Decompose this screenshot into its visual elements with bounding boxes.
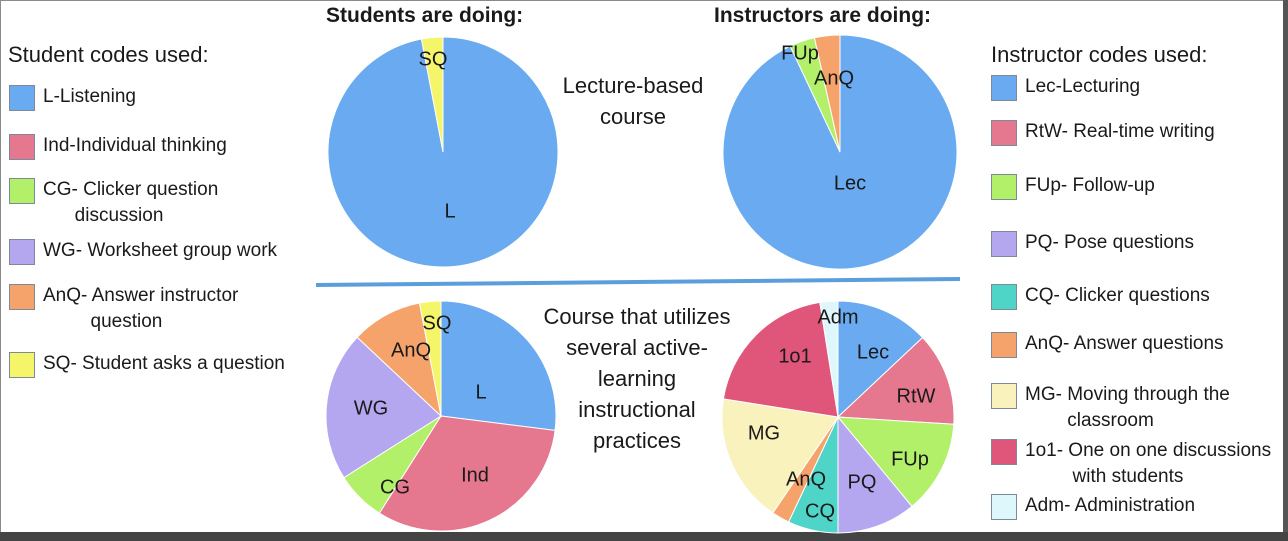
legend-label: WG- Worksheet group work <box>43 240 278 261</box>
pie-label-1o1: 1o1 <box>778 345 811 367</box>
pie-label-rtw: RtW <box>897 385 936 407</box>
legend-label: AnQ- Answer questions <box>1025 333 1224 354</box>
pie-slice-anq <box>813 34 841 153</box>
legend-item-pq: PQ- Pose questions <box>991 230 1194 257</box>
pie-label-lec: Lec <box>857 341 889 363</box>
legend-swatch <box>9 239 35 265</box>
legend-swatch <box>9 352 35 378</box>
pie-chart-4: Lec RtW FUp PQ CQ AnQ MG 1o1 Adm <box>721 300 955 534</box>
instructor-legend-title: Instructor codes used: <box>991 42 1208 67</box>
legend-swatch <box>991 439 1017 465</box>
legend-label: L-Listening <box>43 86 136 107</box>
pie-slice-fup <box>836 416 955 508</box>
active-learning-course-label: Course that utilizes several active- lea… <box>543 304 731 453</box>
legend-label: AnQ- Answer instructor question <box>43 285 239 332</box>
legend-swatch <box>9 134 35 160</box>
frame-shadow-right <box>1283 0 1288 541</box>
pie-label-fup: FUp <box>891 448 929 470</box>
legend-swatch <box>991 120 1017 146</box>
pie-label-pq: PQ <box>848 471 877 493</box>
legend-label: SQ- Student asks a question <box>43 353 285 374</box>
legend-label: CG- Clicker question discussion <box>43 179 219 226</box>
divider-line <box>315 277 961 287</box>
student-legend-title: Student codes used: <box>8 42 209 67</box>
legend-label: Ind-Individual thinking <box>43 135 227 156</box>
legend-item-cg: CG- Clicker question discussion <box>9 177 218 229</box>
legend-swatch <box>991 332 1017 358</box>
pie-slice-mg <box>721 398 839 514</box>
pie-slice-adm <box>819 300 839 418</box>
legend-swatch <box>991 231 1017 257</box>
pie-slice-rtw <box>836 336 955 425</box>
pie-slice-sq <box>420 36 444 153</box>
legend-label: MG- Moving through the classroom <box>1025 384 1230 431</box>
pie-label-l: L <box>475 381 486 403</box>
pie-label-sq: SQ <box>419 48 448 70</box>
legend-item-rtw: RtW- Real-time writing <box>991 119 1215 146</box>
pie-label-anq: AnQ <box>786 468 826 490</box>
pie-slice-l <box>440 300 557 431</box>
students-heading: Students are doing: <box>326 4 524 27</box>
instructors-heading: Instructors are doing: <box>714 4 932 27</box>
legend-item-fup: FUp- Follow-up <box>991 173 1155 200</box>
legend-swatch <box>991 383 1017 409</box>
pie-label-sq: SQ <box>423 312 452 334</box>
legend-label: PQ- Pose questions <box>1025 232 1194 253</box>
legend-label: Lec-Lecturing <box>1025 76 1141 97</box>
legend-swatch <box>9 178 35 204</box>
legend-label: CQ- Clicker questions <box>1025 285 1210 306</box>
legend-item-adm: Adm- Administration <box>991 493 1195 520</box>
legend-item-wg: WG- Worksheet group work <box>9 238 277 265</box>
legend-swatch <box>991 284 1017 310</box>
legend-swatch <box>991 174 1017 200</box>
legend-label: FUp- Follow-up <box>1025 175 1155 196</box>
legend-swatch <box>991 75 1017 101</box>
pie-chart-3: L Ind CG WG AnQ SQ <box>325 300 557 532</box>
pie-slice-pq <box>837 415 913 534</box>
pie-label-cg: CG <box>380 476 410 498</box>
pie-label-ind: Ind <box>461 464 489 486</box>
pie-slice-wg <box>325 336 442 479</box>
legend-swatch <box>9 85 35 111</box>
legend-item-l: L-Listening <box>9 84 136 111</box>
legend-item-lec: Lec-Lecturing <box>991 74 1140 101</box>
lecture-course-label: Lecture-based course <box>562 73 704 129</box>
legend-item-cq: CQ- Clicker questions <box>991 283 1210 310</box>
legend-item-ind: Ind-Individual thinking <box>9 133 227 160</box>
legend-item-anq: AnQ- Answer questions <box>991 331 1224 358</box>
legend-label: RtW- Real-time writing <box>1025 121 1215 142</box>
legend-swatch <box>991 494 1017 520</box>
pie-label-adm: Adm <box>817 306 858 328</box>
pie-label-anq: AnQ <box>814 67 854 89</box>
pie-slice-sq <box>418 300 442 417</box>
pie-label-lec: Lec <box>834 172 866 194</box>
pie-chart-1: L SQ <box>327 36 559 268</box>
pie-label-fup: FUp <box>781 42 819 64</box>
legend-swatch <box>9 284 35 310</box>
legend-item-anq: AnQ- Answer instructor question <box>9 283 238 335</box>
pie-label-wg: WG <box>354 397 388 419</box>
pie-label-mg: MG <box>748 422 780 444</box>
pie-slice-anq <box>356 302 442 418</box>
legend-item-mg: MG- Moving through the classroom <box>991 382 1230 434</box>
legend-label: Adm- Administration <box>1025 495 1196 516</box>
pie-label-cq: CQ <box>805 500 835 522</box>
pie-chart-2: Lec FUp AnQ <box>722 34 958 270</box>
pie-slice-lec <box>837 300 924 419</box>
pie-label-anq: AnQ <box>391 339 431 361</box>
legend-item-sq: SQ- Student asks a question <box>9 351 285 378</box>
frame-shadow-bottom <box>0 532 1288 541</box>
pie-slice-1o1 <box>722 301 839 418</box>
legend-item-1o1: 1o1- One on one discussions with student… <box>991 438 1271 490</box>
pie-label-l: L <box>444 200 455 222</box>
legend-label: 1o1- One on one discussions with student… <box>1025 440 1272 487</box>
